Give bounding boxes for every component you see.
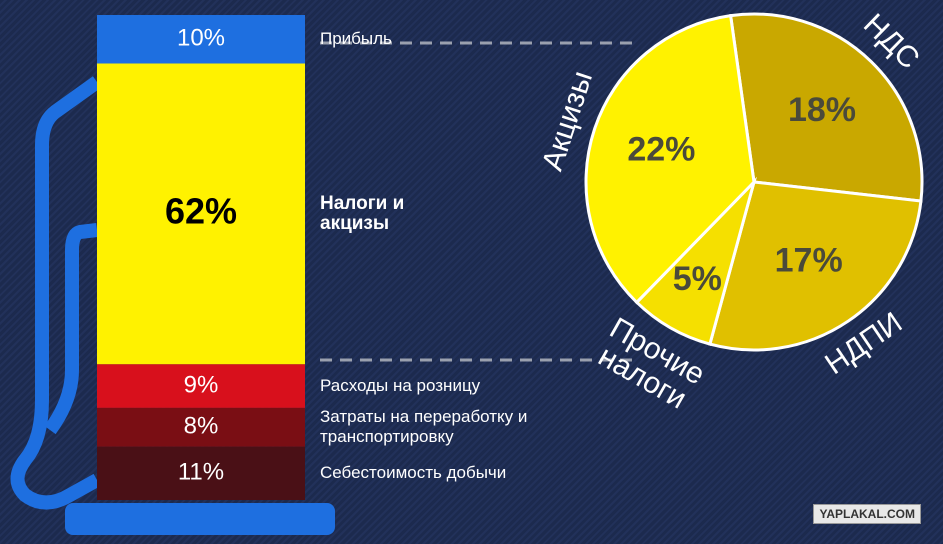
pie-slice: [584, 13, 756, 305]
value-label: 5%: [673, 260, 722, 298]
bar-segment: [97, 407, 305, 447]
legend-label: Расходы на розницу: [320, 376, 481, 396]
bar-segment: [97, 63, 305, 365]
value-label: 18%: [788, 91, 856, 129]
value-label: 8%: [184, 413, 219, 440]
bar-segment: [97, 364, 305, 408]
legend-label: Налоги и акцизы: [320, 192, 405, 234]
pump-decor: [10, 76, 102, 510]
watermark: YAPLAKAL.COM: [813, 504, 921, 524]
bar-segment: [97, 446, 305, 500]
hose: [10, 76, 102, 510]
nozzle: [44, 223, 98, 435]
value-label: 11%: [178, 459, 224, 486]
pump-base: [65, 503, 335, 535]
legend-label: Прибыль: [320, 29, 392, 49]
bar-segment: [97, 15, 305, 64]
legend-label: Затраты на переработку и транспортировку: [320, 407, 528, 447]
value-label: 22%: [627, 131, 695, 169]
value-label: 62%: [165, 190, 237, 231]
value-label: 17%: [775, 242, 843, 280]
pie-slice: [708, 180, 923, 352]
value-label: 10%: [177, 25, 225, 52]
value-label: 9%: [184, 371, 219, 398]
legend-label: Себестоимость добычи: [320, 463, 507, 483]
pie-slice: [728, 12, 924, 203]
